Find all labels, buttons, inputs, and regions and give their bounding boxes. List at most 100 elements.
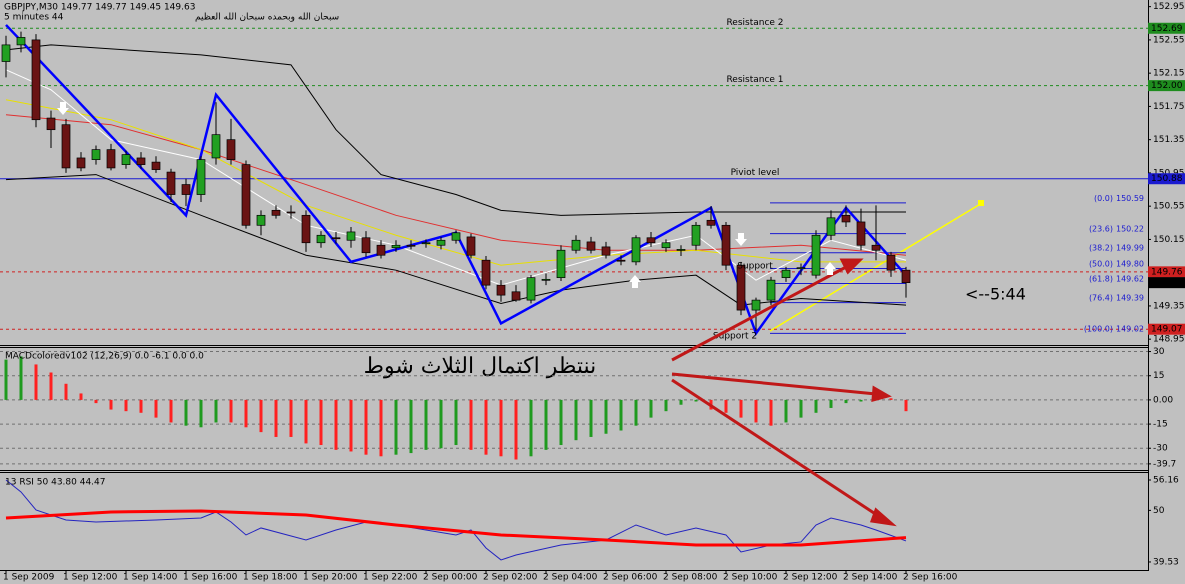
candle-body (481, 259, 491, 286)
histogram-bar (274, 399, 278, 437)
timer: 5 minutes 44 (4, 13, 64, 23)
candle-body (856, 221, 866, 246)
price-tag-label: 152.69 (1151, 24, 1183, 34)
level-label: Piviot level (731, 168, 780, 178)
histogram-bar (214, 399, 218, 423)
candle-body (796, 267, 806, 270)
candle-body (841, 214, 851, 223)
indicator-title: 13 RSI 50 43.80 44.47 (5, 478, 106, 488)
arrow-head (871, 385, 892, 402)
y-tick-label: 152.95 (1153, 2, 1185, 12)
candle-body (631, 237, 641, 263)
fib-level-name: (61.8) (1089, 274, 1113, 283)
y-tick-label: 30 (1153, 347, 1165, 357)
candle-body (721, 224, 731, 266)
price-tag (1148, 22, 1185, 34)
histogram-bar (754, 399, 758, 423)
drawings (769, 200, 984, 332)
candle-body (121, 154, 131, 165)
x-tick-label: 2 Sep 10:00 (723, 573, 778, 583)
candle-body (16, 37, 26, 46)
chart-title: GBPJPY,M30 149.77 149.77 149.45 149.63 (4, 3, 195, 13)
y-tick-label: 56.16 (1153, 475, 1179, 485)
candle-body (511, 291, 521, 301)
fib-label: (50.0) 149.80 (1089, 259, 1144, 268)
histogram-bar (589, 399, 593, 437)
candle-body (331, 237, 341, 240)
x-tick-label: 2 Sep 14:00 (843, 573, 898, 583)
price-tag-label: 149.07 (1151, 325, 1183, 335)
candle-body (466, 236, 476, 256)
candle-body (571, 239, 581, 251)
x-tick-label: 2 Sep 12:00 (783, 573, 838, 583)
candle-body (271, 209, 281, 216)
histogram-bar (844, 399, 848, 404)
y-tick-label: -39.7 (1153, 459, 1176, 469)
histogram-bar (229, 399, 233, 423)
candle-body (136, 157, 146, 165)
histogram-bar (739, 399, 743, 418)
fib-level-price: 149.62 (1116, 274, 1144, 283)
indicator-line (5, 509, 907, 547)
histogram-bar (574, 399, 578, 441)
candle-body (451, 232, 461, 241)
y-tick-label: 150.15 (1153, 235, 1185, 245)
fib-label: (0.0) 150.59 (1094, 193, 1144, 202)
histogram-bar (799, 399, 803, 418)
y-tick-label: 149.35 (1153, 301, 1185, 311)
histogram-bar (319, 399, 323, 446)
fib-level-name: (100.0) (1084, 324, 1113, 333)
x-tick-label: 1 Sep 20:00 (303, 573, 358, 583)
candle-body (781, 269, 791, 279)
histogram-bar (124, 399, 128, 412)
fib-level-price: 149.80 (1116, 259, 1144, 268)
indicator-title: MACDcoloredv102 (12,26,9) 0.0 -6.1 0.0 0… (5, 352, 204, 362)
histogram-bar (409, 399, 413, 454)
price-tag (1148, 173, 1185, 185)
histogram-bar (109, 399, 113, 410)
histogram-bar (679, 399, 683, 405)
fib-label: (100.0) 149.02 (1084, 324, 1144, 333)
down-arrow (57, 102, 69, 115)
histogram-bar (454, 399, 458, 446)
level-label: Support 2 (713, 332, 757, 342)
candle-body (556, 249, 566, 279)
x-tick-label: 1 Sep 22:00 (363, 573, 418, 583)
candle-body (391, 244, 401, 249)
histogram-bar (154, 399, 158, 418)
y-tick-label: 152.15 (1153, 69, 1185, 79)
candle-body (616, 259, 626, 262)
fib-label: (61.8) 149.62 (1089, 274, 1144, 283)
histogram-bar (94, 399, 98, 404)
overlay-line (5, 99, 906, 266)
histogram-bar (529, 399, 533, 457)
y-tick-label: -15 (1153, 420, 1168, 430)
y-tick-label: 151.35 (1153, 135, 1185, 145)
candle-body (196, 159, 206, 195)
fib-level-name: (38.2) (1089, 243, 1113, 252)
candle-body (256, 214, 266, 226)
x-tick-label: 1 Sep 12:00 (63, 573, 118, 583)
histogram-bar (184, 399, 188, 426)
x-tick-label: 2 Sep 04:00 (543, 573, 598, 583)
price-tag (1148, 80, 1185, 92)
histogram-bar (139, 399, 143, 413)
x-tick-label: 1 Sep 2009 (3, 573, 55, 583)
candle-body (676, 249, 686, 251)
histogram-bar (4, 359, 8, 400)
candle-body (226, 139, 236, 160)
y-tick-label: 39.53 (1153, 557, 1179, 567)
y-tick-label: 150.55 (1153, 202, 1185, 212)
price-tag (1148, 323, 1185, 335)
candle-body (691, 224, 701, 246)
histogram-bar (259, 399, 263, 433)
arrow (671, 372, 877, 396)
y-tick-label: 151.75 (1153, 102, 1185, 112)
annotation: <--5:44 (965, 285, 1026, 304)
fib-level-price: 149.39 (1116, 293, 1144, 302)
candle-body (346, 231, 356, 241)
candle-body (241, 164, 251, 226)
fib-level-name: (50.0) (1089, 259, 1113, 268)
